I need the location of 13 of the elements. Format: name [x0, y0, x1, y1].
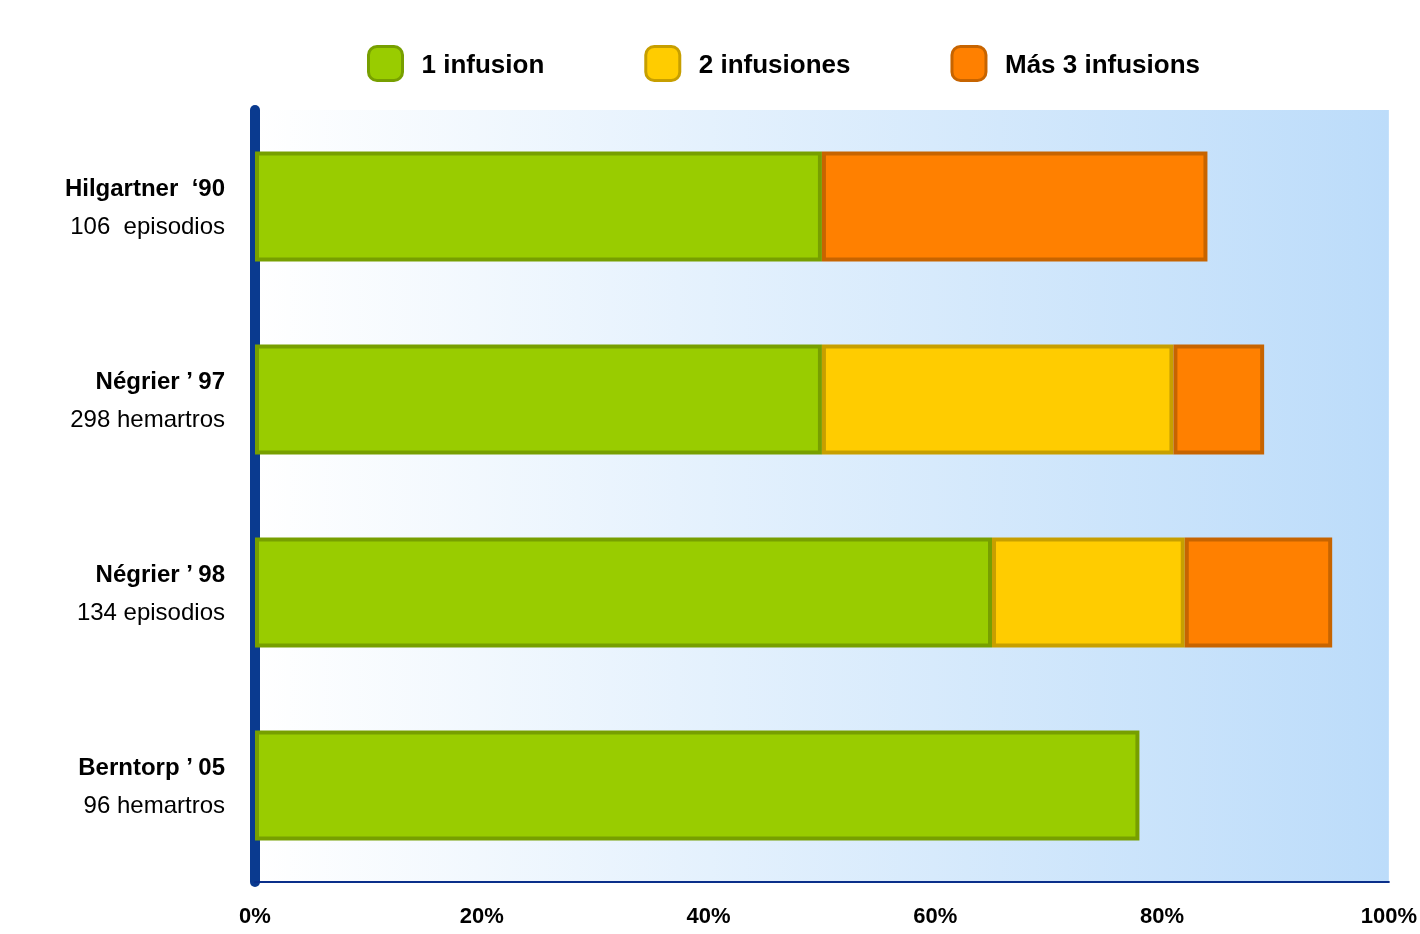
x-tick-label: 20%: [459, 902, 504, 928]
legend-label: 2 infusiones: [698, 48, 851, 79]
y-tick-label: Hilgartner ‘90 106 episodios: [64, 174, 225, 239]
x-tick-label: 60%: [913, 902, 958, 928]
x-tick-label: 100%: [1360, 902, 1418, 928]
legend-label: Más 3 infusions: [1004, 48, 1201, 79]
y-tick-label: Berntorp ’ 05 96 hemartros: [78, 753, 225, 818]
y-tick-label: Négrier ’ 98 134 episodios: [76, 560, 225, 625]
legend-label: 1 infusion: [421, 48, 545, 79]
y-tick-label: Négrier ’ 97 298 hemartros: [70, 367, 225, 432]
x-tick-label: 0%: [239, 902, 271, 928]
x-tick-label: 80%: [1140, 902, 1185, 928]
x-tick-label: 40%: [686, 902, 731, 928]
